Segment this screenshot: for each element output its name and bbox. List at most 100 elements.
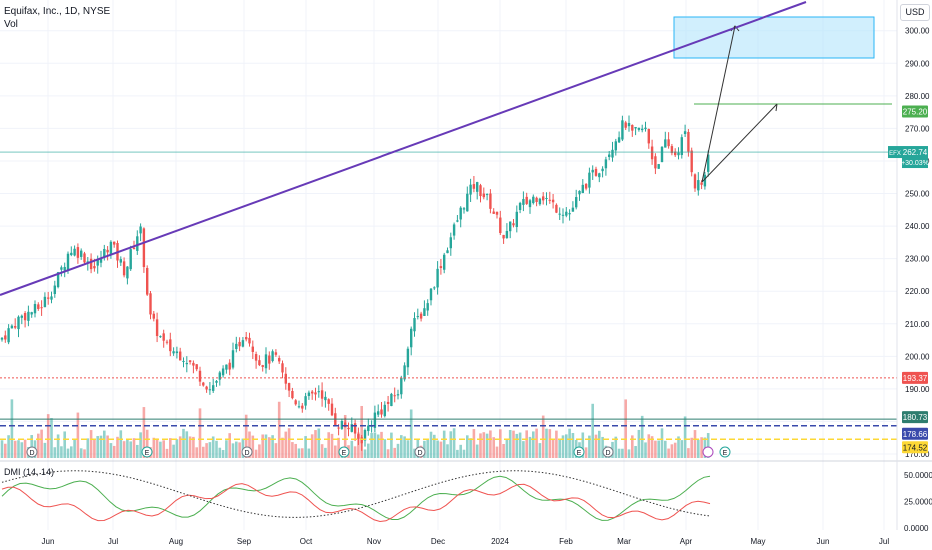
volume-bar bbox=[367, 443, 370, 458]
volume-bar bbox=[172, 444, 175, 458]
candle-body bbox=[390, 393, 393, 407]
candle-body bbox=[103, 248, 106, 257]
candle-body bbox=[489, 193, 492, 209]
event-marker bbox=[602, 446, 614, 458]
event-label: D bbox=[417, 450, 422, 457]
target-zone[interactable] bbox=[673, 16, 875, 59]
candle-body bbox=[129, 249, 132, 270]
candle-body bbox=[545, 197, 548, 199]
dmi-label[interactable]: DMI (14, 14) bbox=[4, 467, 55, 477]
event-marker bbox=[241, 446, 253, 458]
volume-bar bbox=[545, 428, 548, 458]
candle-body bbox=[47, 297, 50, 299]
currency-button[interactable]: USD bbox=[900, 4, 930, 21]
volume-bar bbox=[598, 430, 601, 458]
volume-bar bbox=[271, 435, 274, 458]
candle-body bbox=[337, 427, 340, 429]
candle-body bbox=[690, 150, 693, 173]
price-tick: 240.00 bbox=[905, 222, 930, 231]
candle-body bbox=[472, 184, 476, 189]
candle-body bbox=[314, 392, 317, 395]
candle-body bbox=[426, 303, 429, 311]
volume-bar bbox=[640, 415, 644, 458]
candle-body bbox=[212, 385, 215, 391]
candle-body bbox=[542, 196, 545, 201]
price-tick: 210.00 bbox=[905, 320, 930, 329]
volume-bar bbox=[637, 429, 641, 458]
volume-bar bbox=[693, 430, 697, 458]
candle-body bbox=[66, 253, 70, 270]
trend-line[interactable] bbox=[0, 1, 807, 296]
volume-bar bbox=[393, 447, 396, 458]
level-tag: 174.52 bbox=[903, 443, 928, 452]
volume-bar bbox=[446, 444, 449, 458]
candle-body bbox=[621, 120, 624, 140]
event-marker bbox=[414, 446, 426, 458]
volume-bar bbox=[584, 447, 588, 458]
candle-body bbox=[327, 399, 330, 404]
candle-body bbox=[657, 164, 660, 169]
volume-bar bbox=[274, 443, 278, 458]
volume-bar bbox=[489, 430, 492, 458]
candle-body bbox=[386, 401, 390, 404]
candle-body bbox=[215, 380, 218, 383]
projection-arrow-1[interactable] bbox=[701, 25, 736, 183]
candle-body bbox=[245, 337, 248, 340]
volume-bar bbox=[565, 434, 568, 458]
volume-bar bbox=[456, 449, 459, 458]
price-tick: 200.00 bbox=[905, 352, 930, 361]
candle-body bbox=[614, 141, 617, 151]
volume-bar bbox=[327, 432, 330, 458]
volume-bar bbox=[314, 430, 317, 458]
volume-bar bbox=[294, 443, 297, 458]
candle-body bbox=[93, 266, 96, 269]
volume-bar bbox=[7, 435, 10, 458]
price-tick: 290.00 bbox=[905, 59, 930, 68]
candle-body bbox=[159, 336, 162, 338]
volume-bar bbox=[697, 439, 700, 458]
volume-bar bbox=[459, 444, 462, 458]
candle-body bbox=[452, 224, 456, 236]
candle-body bbox=[297, 406, 301, 408]
candle-body bbox=[535, 197, 538, 202]
candle-body bbox=[697, 180, 700, 191]
volume-bar bbox=[482, 432, 486, 458]
candle-body bbox=[258, 360, 261, 366]
target-tag-bg bbox=[902, 105, 928, 118]
volume-bar bbox=[551, 439, 555, 458]
volume-bar bbox=[142, 407, 146, 458]
candle-body bbox=[604, 159, 608, 169]
event-label: E bbox=[577, 450, 582, 457]
candle-body bbox=[667, 139, 670, 147]
time-axis[interactable]: Jun Jul Aug Sep Oct Nov Dec 2024 Feb Mar Apr May Jun… bbox=[42, 537, 890, 546]
volume-bar bbox=[667, 448, 670, 458]
volume-bar bbox=[495, 446, 499, 458]
volume-bar bbox=[627, 449, 631, 458]
candle-body bbox=[89, 258, 93, 270]
candles bbox=[0, 25, 778, 451]
volume-bar bbox=[103, 430, 106, 458]
volume-bar bbox=[660, 428, 664, 458]
volume-bar bbox=[268, 437, 271, 458]
projection-arrow-2[interactable] bbox=[701, 103, 778, 183]
volume-bar bbox=[221, 449, 225, 458]
volume-bar bbox=[390, 432, 393, 458]
candle-body bbox=[4, 335, 7, 340]
price-axis[interactable]: 300.00290.00280.00270.00260.00250.00240.… bbox=[904, 27, 932, 533]
minus-di-line bbox=[1, 483, 711, 523]
volume-bar bbox=[373, 432, 377, 458]
volume-bar bbox=[258, 444, 261, 458]
price-tick: 230.00 bbox=[905, 255, 930, 264]
time-label: Nov bbox=[367, 537, 381, 546]
symbol-title[interactable]: Equifax, Inc., 1D, NYSE bbox=[4, 6, 111, 17]
volume-bar bbox=[182, 428, 185, 458]
price-tick: 190.00 bbox=[905, 385, 930, 394]
volume-bar bbox=[254, 449, 258, 458]
candle-body bbox=[330, 403, 334, 416]
volume-bar bbox=[492, 437, 495, 458]
volume-bar bbox=[66, 448, 70, 458]
volume-bar bbox=[244, 414, 248, 458]
candle-body bbox=[677, 152, 680, 156]
candle-body bbox=[373, 412, 377, 428]
